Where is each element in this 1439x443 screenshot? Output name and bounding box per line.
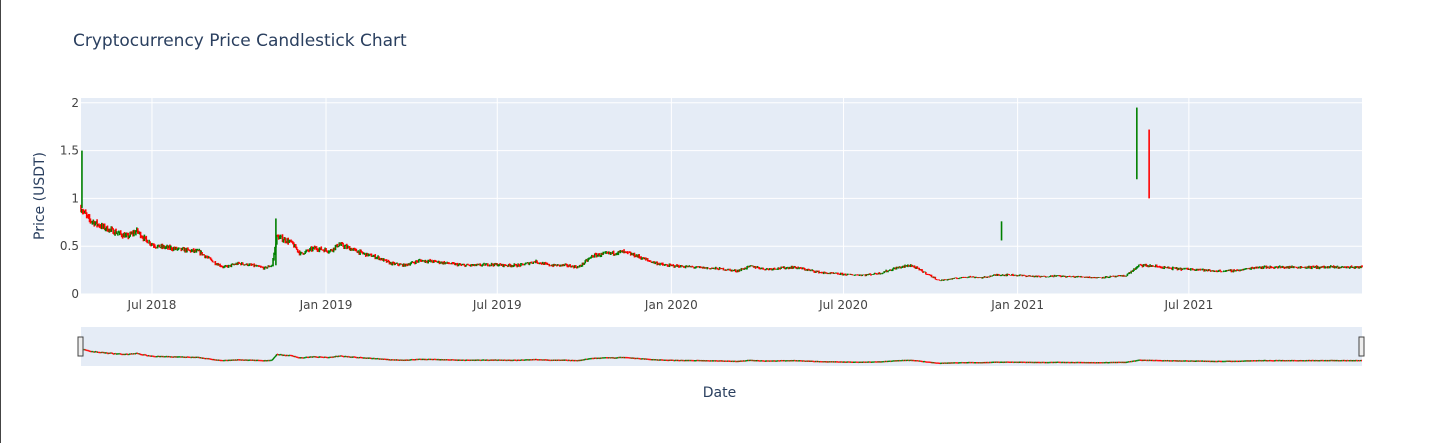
- grid-lines: [81, 98, 1362, 295]
- x-tick-label: Jul 2021: [1163, 298, 1213, 312]
- rangeslider-segment: [122, 353, 124, 356]
- rangeslider-segment: [128, 353, 131, 356]
- rangeslider-segment: [277, 353, 280, 356]
- rangeslider-segment: [158, 355, 160, 358]
- y-tick-label: 0.5: [60, 239, 79, 253]
- rangeslider-segment: [95, 350, 98, 353]
- rangeslider-segment: [274, 355, 277, 358]
- rangeslider-segment: [143, 353, 145, 356]
- rangeslider-segment: [341, 355, 344, 358]
- rangeslider-segment: [364, 357, 367, 360]
- rangeslider-segment: [284, 354, 286, 357]
- rangeslider-segment: [377, 357, 380, 360]
- rangeslider-segment: [135, 352, 138, 355]
- x-tick-label: Jul 2020: [818, 298, 868, 312]
- rangeslider-segment: [323, 356, 326, 359]
- rangeslider-segment: [286, 354, 289, 357]
- x-tick-label: Jan 2020: [644, 298, 698, 312]
- x-axis-ticks: Jul 2018 Jan 2019 Jul 2019 Jan 2020 Jul 2020…: [127, 298, 1214, 312]
- x-tick-label: Jan 2021: [990, 298, 1044, 312]
- rangeslider-right-handle[interactable]: [1358, 336, 1365, 357]
- rangeslider-segment: [185, 356, 188, 359]
- rangeslider-segment: [111, 352, 114, 355]
- rangeslider-segment: [136, 352, 139, 355]
- rangeslider-segment: [366, 357, 369, 360]
- rangeslider-segment: [273, 356, 276, 359]
- rangeslider-segment: [198, 356, 201, 359]
- rangeslider-segment: [358, 356, 361, 359]
- rangeslider-segment: [348, 356, 351, 358]
- x-tick-label: Jan 2019: [299, 298, 353, 312]
- y-tick-label: 1.5: [60, 144, 79, 158]
- rangeslider-segment: [92, 350, 95, 353]
- y-axis-ticks: 0 0.5 1 1.5 2: [60, 96, 79, 301]
- x-tick-label: Jul 2018: [127, 298, 177, 312]
- rangeslider-trace: [80, 348, 1363, 365]
- rangeslider-segment: [334, 355, 336, 358]
- rangeslider-segment: [184, 356, 187, 359]
- y-tick-label: 0: [71, 287, 79, 301]
- rangeslider-segment: [144, 354, 147, 356]
- chart-title: Cryptocurrency Price Candlestick Chart: [73, 31, 407, 51]
- rangeslider-left-handle[interactable]: [77, 336, 84, 357]
- y-tick-label: 2: [71, 96, 79, 110]
- rangeslider-background[interactable]: [81, 327, 1362, 366]
- rangeslider-segment: [145, 354, 148, 357]
- rangeslider-segment: [88, 349, 90, 352]
- rangeslider-segment: [294, 355, 297, 358]
- rangeslider-segment: [139, 353, 142, 356]
- rangeslider-segment: [633, 357, 635, 360]
- rangeslider-segment: [373, 357, 376, 360]
- candles[interactable]: [80, 107, 1363, 282]
- x-tick-label: Jul 2019: [472, 298, 522, 312]
- rangeslider-segment: [275, 353, 278, 357]
- rangeslider-segment: [272, 357, 275, 360]
- rangeslider-segment: [103, 351, 106, 354]
- rangeslider-segment: [285, 354, 288, 357]
- rangeslider-segment: [126, 353, 129, 356]
- rangeslider-segment: [332, 356, 335, 359]
- rangeslider-segment: [182, 356, 185, 359]
- rangeslider-segment: [200, 357, 203, 359]
- rangeslider-segment: [100, 351, 103, 354]
- rangeslider-segment: [114, 352, 117, 355]
- rangeslider-segment: [113, 352, 116, 355]
- x-axis-label: Date: [702, 385, 737, 401]
- rangeslider-segment: [281, 354, 284, 356]
- y-tick-label: 1: [71, 191, 79, 205]
- rangeslider-segment: [365, 357, 368, 360]
- rangeslider-segment: [298, 356, 300, 359]
- rangeslider-segment: [612, 356, 615, 359]
- rangeslider-segment: [271, 358, 274, 361]
- rangeslider-segment: [292, 355, 295, 358]
- rangeslider-segment: [106, 352, 109, 355]
- rangeslider-segment: [123, 353, 125, 356]
